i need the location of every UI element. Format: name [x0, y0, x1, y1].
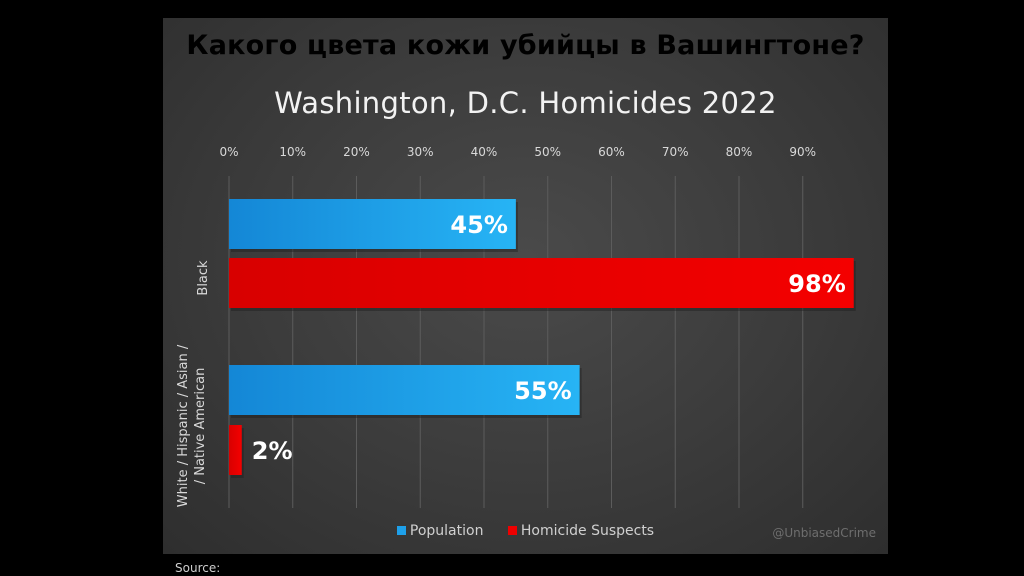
data-label-suspects: 2%	[252, 437, 293, 465]
chart-slide: Какого цвета кожи убийцы в Вашингтоне? W…	[163, 18, 888, 554]
category-label-other: White / Hispanic / Asian / / Native Ameri…	[176, 344, 208, 507]
category-label-black: Black	[196, 260, 211, 296]
source-label: Source:	[175, 561, 221, 575]
x-tick-label: 40%	[471, 145, 498, 159]
bar-population	[229, 199, 516, 249]
x-tick-label: 50%	[534, 145, 561, 159]
legend-label-suspects: Homicide Suspects	[520, 523, 655, 539]
x-tick-label: 60%	[598, 145, 625, 159]
legend-label-population: Population	[409, 523, 484, 539]
x-tick-label: 70%	[662, 145, 689, 159]
x-tick-label: 90%	[789, 145, 816, 159]
data-label-population: 45%	[450, 211, 507, 239]
bar-suspects	[229, 425, 242, 475]
watermark: @UnbiasedCrime	[772, 526, 876, 540]
bar-suspects	[229, 258, 854, 308]
chart-title: Washington, D.C. Homicides 2022	[274, 86, 777, 120]
bar-population	[229, 365, 580, 415]
x-tick-label: 80%	[726, 145, 753, 159]
data-label-suspects: 98%	[788, 270, 845, 298]
bar-chart: 0% 10% 20% 30% 40% 50% 60% 70% 80% 90% 45% 98% 55% 2%…	[176, 145, 856, 508]
legend-swatch-population	[396, 526, 406, 535]
x-tick-label: 10%	[279, 145, 306, 159]
legend-swatch-suspects	[507, 526, 517, 535]
data-label-population: 55%	[514, 377, 571, 405]
header-title: Какого цвета кожи убийцы в Вашингтоне?	[186, 30, 865, 61]
x-tick-label: 0%	[219, 145, 238, 159]
x-tick-label: 20%	[343, 145, 370, 159]
legend-item-suspects: Homicide Suspects	[507, 523, 655, 539]
chart-legend: Population Homicide Suspects	[163, 523, 888, 539]
legend-item-population: Population	[396, 523, 484, 539]
x-tick-label: 30%	[407, 145, 434, 159]
